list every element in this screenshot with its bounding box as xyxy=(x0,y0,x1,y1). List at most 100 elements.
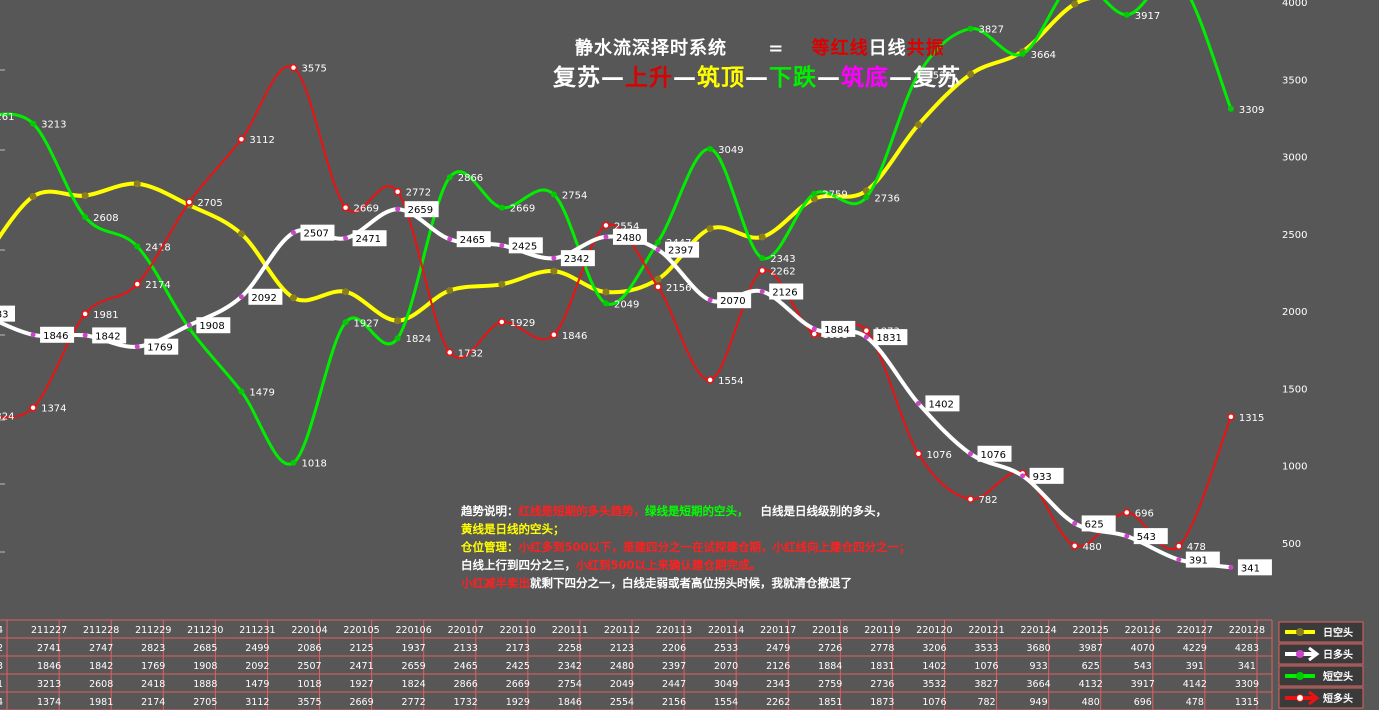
table-value-cell: 1927 xyxy=(349,679,373,690)
cycle-word: 复苏 xyxy=(913,64,961,91)
table-value-cell: 2479 xyxy=(766,643,790,654)
legend-item xyxy=(1278,687,1364,709)
table-value-cell: 2736 xyxy=(870,679,894,690)
data-label: 625 xyxy=(1085,519,1104,530)
data-label-box xyxy=(873,329,908,346)
table-value-cell: 2086 xyxy=(297,643,321,654)
cycle-dash: — xyxy=(817,64,841,91)
legend-item xyxy=(1278,665,1364,687)
legend-marker xyxy=(1296,694,1304,702)
cycle-dash: — xyxy=(889,64,913,91)
data-label-box xyxy=(1185,551,1220,568)
data-label: 1983 xyxy=(0,310,8,321)
note-red: 红线是短期的多头趋势， xyxy=(518,504,646,518)
table-date-cell: 220105 xyxy=(343,625,379,636)
table-date-cell: 220117 xyxy=(760,625,796,636)
data-point xyxy=(759,255,766,262)
table-value-cell: 4142 xyxy=(1183,679,1207,690)
data-label: 1981 xyxy=(93,310,118,321)
table-value-cell: 478 xyxy=(1186,697,1204,708)
data-point xyxy=(655,238,662,245)
table-value-cell: 2480 xyxy=(610,661,634,672)
data-label: 1846 xyxy=(562,331,587,342)
table-value-cell: 782 xyxy=(977,697,995,708)
y-tick-label: 3000 xyxy=(1282,153,1307,164)
data-point xyxy=(289,63,298,72)
data-point xyxy=(810,195,818,203)
data-label: 1884 xyxy=(824,325,849,336)
data-label-box xyxy=(1237,559,1272,576)
legend-marker xyxy=(1296,650,1304,658)
data-label: 2343 xyxy=(770,254,795,265)
data-point xyxy=(550,331,558,339)
data-point xyxy=(706,225,714,233)
note-line: 白线上行到四分之三，小红到500以上来确认建仓期完成。 xyxy=(461,556,911,574)
table-value-cell: 391 xyxy=(1186,661,1204,672)
table-value-cell: 2499 xyxy=(245,643,269,654)
data-label: 2342 xyxy=(564,254,589,265)
data-point xyxy=(290,230,296,236)
data-point xyxy=(133,280,141,288)
table-value-cell: 24 xyxy=(0,697,3,708)
data-point xyxy=(394,335,401,342)
data-label: 1831 xyxy=(876,333,901,344)
cycle-word: 筑底 xyxy=(841,64,889,91)
table-value-cell: 2418 xyxy=(141,679,165,690)
data-label: 1732 xyxy=(458,348,483,359)
table-value-cell: 2741 xyxy=(37,643,61,654)
data-label-box xyxy=(977,445,1012,462)
table-value-cell: 1076 xyxy=(974,661,998,672)
data-point xyxy=(811,326,817,332)
title-equals: = xyxy=(768,38,785,59)
table-date-cell: 220127 xyxy=(1177,625,1213,636)
data-point xyxy=(1227,413,1235,421)
data-label-box xyxy=(40,326,75,343)
cycle-dash: — xyxy=(745,64,769,91)
data-point xyxy=(395,206,401,212)
chart-title: 静水流深择时系统 = 等红线日线共振 xyxy=(575,34,945,60)
data-label: 2465 xyxy=(460,235,485,246)
data-label-box xyxy=(925,395,960,412)
data-point xyxy=(602,221,610,230)
table-value-cell: 3206 xyxy=(922,643,946,654)
table-value-cell: 1846 xyxy=(558,697,582,708)
table-date-cell: 220104 xyxy=(291,625,327,636)
table-value-cell: 4070 xyxy=(1131,643,1155,654)
legend-marker xyxy=(1296,672,1304,680)
data-label-box xyxy=(352,230,387,247)
data-point xyxy=(967,70,975,78)
table-value-cell: 543 xyxy=(1134,661,1152,672)
data-label: 3664 xyxy=(1031,50,1056,61)
data-label-box xyxy=(1133,528,1168,545)
table-value-cell: 3664 xyxy=(1027,679,1051,690)
y-tick-label: 3500 xyxy=(1282,75,1307,86)
data-point xyxy=(707,297,713,303)
table-value-cell: 1908 xyxy=(193,661,217,672)
data-label: 3575 xyxy=(301,64,326,75)
note-red-confirm: 小红到500以上来确认建仓期完成。 xyxy=(576,558,762,572)
data-label: 2736 xyxy=(874,193,899,204)
data-label: 1076 xyxy=(926,450,951,461)
data-label: 391 xyxy=(1189,556,1208,567)
data-point xyxy=(238,388,245,395)
data-point xyxy=(915,71,922,78)
table-value-cell: 1374 xyxy=(37,697,61,708)
table-bg xyxy=(0,620,1272,710)
table-value-cell: 2533 xyxy=(714,643,738,654)
data-point xyxy=(1070,542,1079,550)
table-date-cell: 211230 xyxy=(187,625,223,636)
data-point xyxy=(289,294,297,302)
data-label-box xyxy=(665,241,700,258)
title-resonance: 共振 xyxy=(906,38,945,59)
table-date-cell: 220107 xyxy=(448,625,484,636)
table-value-cell: 2126 xyxy=(766,661,790,672)
table-value-cell: 2669 xyxy=(349,697,373,708)
table-value-cell: 3680 xyxy=(1027,643,1051,654)
note-white: 白线是日线级别的多头， xyxy=(760,504,888,518)
table-value-cell: 2206 xyxy=(662,643,686,654)
data-point xyxy=(133,180,141,188)
y-tick-label: 2500 xyxy=(1282,230,1307,241)
data-point xyxy=(342,319,349,326)
table-value-cell: 2173 xyxy=(506,643,530,654)
data-point xyxy=(445,348,454,357)
